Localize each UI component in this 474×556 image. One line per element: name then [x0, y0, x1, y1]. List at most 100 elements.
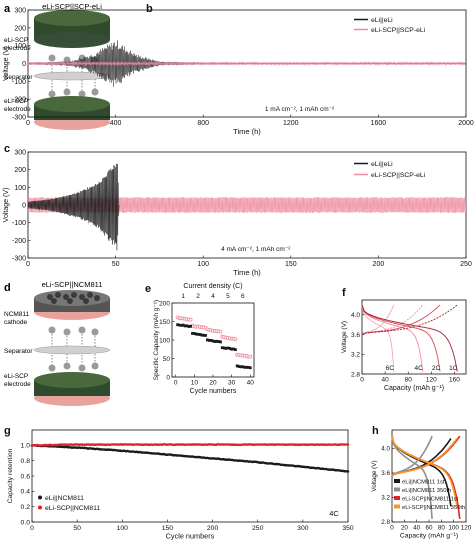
panel-d-title: eLi-SCP||NCM811 [42, 280, 103, 289]
data-point [222, 346, 226, 350]
x-axis-label: Time (h) [233, 268, 261, 277]
legend-label: eLi-SCP||NCM811 1st [402, 497, 459, 503]
data-point [196, 455, 200, 459]
data-point [233, 337, 238, 342]
data-point [287, 464, 290, 467]
chart-g-annotation: 4C [329, 509, 339, 518]
legend-label: eLi-SCP||SCP-eLi [371, 172, 426, 179]
charge-curve [361, 304, 395, 335]
chart-e: 0 10 20 30 40 0 50 100 150 200 Cycle numbers Specif… [145, 283, 255, 395]
data-point [188, 317, 193, 322]
y-tick-label: -100 [12, 220, 26, 227]
x-tick-label: 350 [342, 525, 354, 532]
data-point [346, 443, 350, 446]
data-point [198, 333, 202, 336]
label-top-electrode-1: eLi-SCP [4, 37, 28, 44]
series-line-0 [27, 163, 120, 251]
chart-e-top-label: Current density (C) [183, 283, 242, 290]
panel-letter-a: a [4, 3, 11, 15]
x-tick-label: 30 [228, 380, 236, 387]
top-tick-label: 6 [241, 293, 245, 300]
panel-d-schematic: d eLi-SCP||NCM811 NCM811 cathode Separat… [4, 280, 111, 406]
y-tick-label: 3.6 [351, 332, 360, 339]
y-tick-label: 300 [14, 149, 26, 156]
data-point [144, 451, 148, 455]
y-tick-label: 300 [14, 7, 26, 14]
data-point [248, 366, 252, 370]
legend-label: eLi||NCM811 [45, 495, 84, 502]
panel-a-schematic: a eLi-SCP||SCP-eLi eLi-SCP electrode Sep… [4, 2, 111, 130]
y-tick-label: 0.2 [21, 504, 31, 511]
data-point [179, 324, 183, 327]
data-point [308, 466, 312, 470]
data-point [232, 443, 236, 447]
data-point [108, 448, 111, 452]
data-point [171, 453, 175, 457]
data-point [236, 443, 240, 447]
x-tick-label: 0 [174, 380, 178, 387]
data-point [133, 443, 137, 446]
data-point [128, 443, 131, 446]
data-point [219, 340, 222, 344]
panel-letter-b: b [146, 3, 153, 15]
data-point [287, 443, 290, 446]
x-tick-label: 0 [360, 377, 364, 384]
data-point [193, 332, 196, 335]
data-point [65, 443, 68, 447]
x-tick-label: 0 [30, 525, 34, 532]
label-bottom-electrode-2: electrode [4, 106, 31, 113]
legend-label: eLi||eLi [371, 17, 393, 24]
data-point [186, 443, 189, 446]
data-point [45, 443, 48, 447]
chart-f: 0 40 80 120 160 2.8 3.2 3.6 4.0 Capacity (mAh g⁻¹… [341, 287, 467, 392]
panel-letter-h: h [372, 425, 379, 437]
panel-letter-c: c [4, 143, 10, 155]
charge-curve [391, 435, 433, 477]
data-point [140, 451, 144, 454]
data-point [254, 443, 258, 446]
legend-label: eLi-SCP||NCM811 [45, 505, 100, 512]
data-point [226, 346, 230, 350]
data-point [202, 333, 206, 337]
x-tick-label: 50 [73, 525, 81, 532]
y-tick-label: 3.2 [351, 352, 360, 359]
y-tick-label: 0 [22, 202, 26, 209]
data-point [346, 470, 350, 473]
data-point [256, 443, 260, 446]
data-point [278, 443, 281, 446]
data-point [305, 443, 308, 447]
data-point [99, 448, 102, 451]
data-point [217, 340, 220, 343]
data-point [112, 443, 115, 446]
y-tick-label: 100 [14, 185, 26, 192]
x-tick-label: 250 [460, 261, 472, 268]
x-tick-label: 160 [449, 377, 460, 384]
y-tick-label: 1.0 [21, 443, 31, 450]
x-tick-label: 100 [448, 524, 459, 531]
x-tick-label: 300 [297, 525, 309, 532]
legend-swatch [394, 496, 400, 500]
label-bottom-electrode-d2: electrode [4, 381, 31, 388]
x-tick-label: 2000 [458, 120, 474, 127]
ncm811-particles [47, 292, 100, 304]
y-tick-label: 0 [166, 374, 170, 381]
y-tick-label: 4.0 [351, 312, 360, 319]
x-axis-label: Time (h) [233, 127, 261, 136]
rate-label: 4C [415, 365, 424, 372]
data-point [37, 444, 41, 447]
data-point [294, 443, 297, 447]
data-point [319, 467, 323, 471]
data-point [204, 443, 207, 446]
data-point [235, 364, 239, 368]
data-point [237, 365, 241, 368]
data-point [178, 323, 181, 327]
x-axis-label: Capacity (mAh g⁻¹) [384, 385, 444, 392]
y-tick-label: 200 [14, 167, 26, 174]
y-axis-label: Specific Capacity (mAh g⁻¹) [153, 300, 160, 380]
y-tick-label: -200 [12, 97, 26, 104]
data-point [79, 446, 83, 450]
data-point [122, 443, 126, 446]
discharge-curve [391, 435, 458, 507]
data-point [177, 454, 180, 457]
data-point [232, 347, 235, 351]
